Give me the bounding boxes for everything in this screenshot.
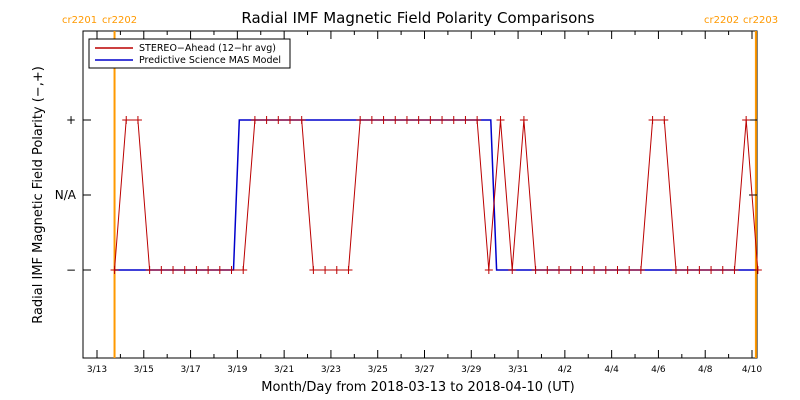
series-0-point-14 (274, 116, 283, 124)
series-0-point-35 (519, 116, 528, 124)
series-0-point-36 (531, 266, 540, 274)
series-0-point-33 (496, 116, 505, 124)
series-0-point-24 (391, 116, 400, 124)
series-0-point-41 (590, 266, 599, 274)
series-0-point-1 (122, 116, 131, 124)
series-0-point-31 (473, 116, 482, 124)
series-0-point-27 (426, 116, 435, 124)
series-0-point-37 (543, 266, 552, 274)
y-axis-ticks: + N/A − (55, 113, 757, 277)
series-0-point-48 (671, 266, 680, 274)
x-tick-label-8: 3/29 (461, 365, 481, 375)
series-0-point-40 (578, 266, 587, 274)
legend: STEREO−Ahead (12−hr avg) Predictive Scie… (88, 38, 291, 69)
series-0-point-38 (555, 266, 564, 274)
series-0-point-22 (367, 116, 376, 124)
x-tick-label-2: 3/17 (180, 365, 200, 375)
series-0-point-3 (145, 266, 154, 274)
x-tick-label-14: 4/10 (742, 365, 762, 375)
series-0-point-5 (169, 266, 178, 274)
series-0-point-6 (180, 266, 189, 274)
x-tick-label-3: 3/19 (227, 365, 247, 375)
cr-right-label-1: cr2202 (704, 15, 739, 26)
legend-box (88, 38, 291, 69)
series-0-point-18 (321, 266, 330, 274)
series-0-point-50 (695, 266, 704, 274)
plot-frame (82, 30, 758, 359)
series-0-point-47 (660, 116, 669, 124)
x-tick-label-12: 4/6 (651, 365, 666, 375)
legend-label-mas: Predictive Science MAS Model (139, 55, 281, 66)
series-0-point-52 (718, 266, 727, 274)
series-0-point-29 (449, 116, 458, 124)
series-0-point-26 (414, 116, 423, 124)
series-0-point-42 (601, 266, 610, 274)
x-axis-ticks: 3/13 3/15 3/17 3/19 3/21 3/23 3/25 3/27 3/29 3/31… (87, 31, 762, 375)
x-tick-label-0: 3/13 (87, 365, 107, 375)
cr-right-labels: cr2202 cr2203 (704, 15, 778, 26)
series-0-point-20 (344, 266, 353, 274)
series-0-point-39 (566, 266, 575, 274)
series-0-point-23 (379, 116, 388, 124)
series-0-point-28 (438, 116, 447, 124)
series-0-point-44 (625, 266, 634, 274)
legend-label-stereo: STEREO−Ahead (12−hr avg) (139, 43, 276, 54)
y-tick-label-2: − (66, 263, 76, 277)
y-tick-label-0: + (66, 113, 76, 127)
series-0-point-8 (204, 266, 213, 274)
series-0-point-11 (239, 266, 248, 274)
x-tick-label-4: 3/21 (274, 365, 294, 375)
series-0-point-17 (309, 266, 318, 274)
carrington-rotation-lines (113, 31, 757, 358)
series-0-point-43 (613, 266, 622, 274)
series-0-point-55 (753, 266, 762, 274)
series-0-point-53 (730, 266, 739, 274)
series-line-1 (114, 119, 756, 271)
x-tick-label-5: 3/23 (321, 365, 341, 375)
x-tick-label-7: 3/27 (414, 365, 434, 375)
x-axis-label: Month/Day from 2018-03-13 to 2018-04-10 … (261, 380, 574, 395)
y-axis-label: Radial IMF Magnetic Field Polarity (−,+) (31, 66, 46, 324)
cr-left-label-2: cr2202 (102, 15, 137, 26)
series-0-point-10 (227, 266, 236, 274)
series-0-point-4 (157, 266, 166, 274)
series-0-point-25 (402, 116, 411, 124)
series-0-point-34 (508, 266, 517, 274)
series-0-point-49 (683, 266, 692, 274)
series-0-point-30 (461, 116, 470, 124)
x-tick-label-1: 3/15 (134, 365, 154, 375)
cr-left-label-1: cr2201 (62, 15, 97, 26)
series-0-point-21 (356, 116, 365, 124)
x-tick-label-13: 4/8 (698, 365, 713, 375)
series-0-point-46 (648, 116, 657, 124)
x-tick-label-9: 3/31 (508, 365, 528, 375)
y-tick-label-1: N/A (55, 188, 77, 202)
series-0-point-15 (285, 116, 294, 124)
series-0-point-7 (192, 266, 201, 274)
series-0-point-12 (250, 116, 259, 124)
series-0-point-54 (742, 116, 751, 124)
series-0-point-2 (133, 116, 142, 124)
series-0-point-19 (332, 266, 341, 274)
series-group (110, 116, 762, 274)
series-0-point-9 (215, 266, 224, 274)
series-0-point-45 (636, 266, 645, 274)
x-tick-label-11: 4/4 (604, 365, 619, 375)
cr-left-labels: cr2201 cr2202 (62, 15, 137, 26)
x-tick-label-10: 4/2 (558, 365, 572, 375)
x-tick-label-6: 3/25 (368, 365, 388, 375)
series-line-0 (114, 119, 759, 271)
series-0-point-51 (707, 266, 716, 274)
series-0-point-13 (262, 116, 271, 124)
chart-title: Radial IMF Magnetic Field Polarity Compa… (241, 9, 594, 27)
series-0-point-0 (110, 266, 119, 274)
cr-right-label-2: cr2203 (743, 15, 778, 26)
series-0-point-32 (484, 266, 493, 274)
series-0-point-16 (297, 116, 306, 124)
